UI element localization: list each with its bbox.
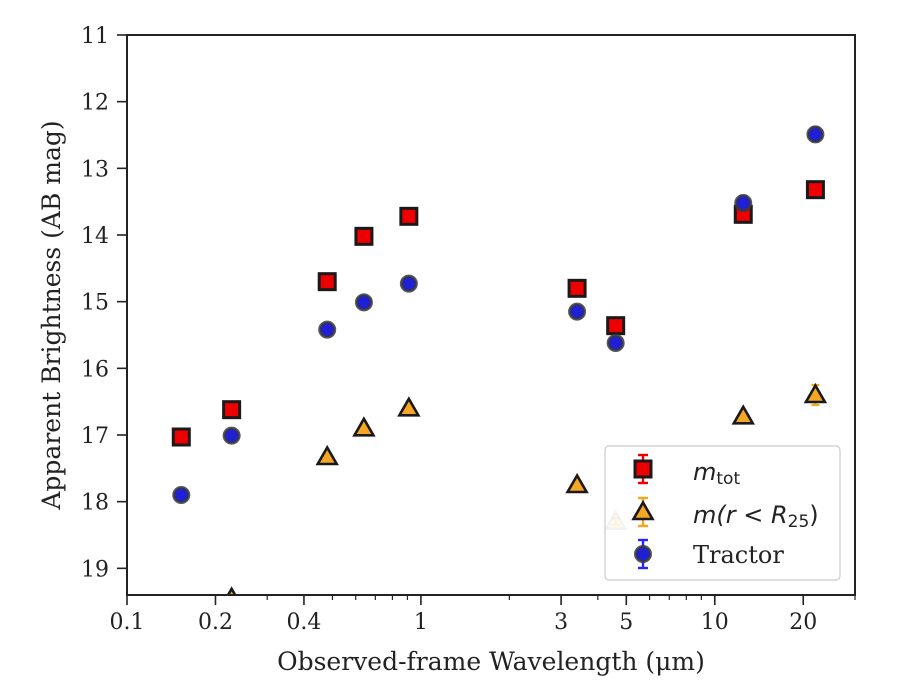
data-point-square bbox=[354, 226, 374, 246]
data-point-circle bbox=[606, 334, 625, 352]
data-point-square bbox=[399, 206, 419, 226]
x-tick-label: 20 bbox=[789, 610, 817, 635]
data-point-circle bbox=[568, 302, 587, 321]
legend-label-mtot: mtot bbox=[693, 458, 740, 489]
legend-marker-square bbox=[633, 459, 653, 479]
legend-item-tractor bbox=[634, 538, 652, 570]
x-tick-label: 3 bbox=[554, 610, 568, 635]
data-points bbox=[171, 125, 828, 595]
plot-frame bbox=[126, 34, 856, 596]
legend-label-tractor: Tractor bbox=[693, 541, 784, 569]
x-tick-label: 0.2 bbox=[198, 610, 233, 635]
data-point-triangle bbox=[565, 472, 589, 494]
y-tick-label: 15 bbox=[81, 291, 109, 316]
y-tick-label: 14 bbox=[81, 224, 109, 249]
data-point-circle bbox=[318, 320, 337, 339]
data-point-triangle bbox=[352, 416, 376, 437]
legend-marker-triangle bbox=[631, 499, 655, 521]
y-tick-label: 17 bbox=[81, 424, 109, 449]
y-tick-label: 18 bbox=[81, 491, 109, 516]
y-tick-label: 12 bbox=[81, 91, 109, 116]
series-circle bbox=[172, 125, 825, 504]
y-tick-label: 11 bbox=[81, 24, 109, 49]
x-axis-label: Observed-frame Wavelength (μm) bbox=[277, 647, 705, 676]
x-tick-label: 5 bbox=[619, 610, 633, 635]
data-point-circle bbox=[806, 125, 825, 144]
y-axis-label: Apparent Brightness (AB mag) bbox=[37, 120, 66, 510]
data-point-square bbox=[606, 316, 626, 336]
legend-box bbox=[604, 445, 841, 581]
legend-item-m-r25 bbox=[631, 496, 655, 528]
data-point-triangle bbox=[731, 404, 756, 425]
legend-marker-circle bbox=[634, 545, 652, 563]
data-point-circle bbox=[399, 274, 418, 293]
legend: mtot m(r < R25) Tractor bbox=[604, 445, 841, 581]
data-point-circle bbox=[222, 426, 241, 445]
data-point-square bbox=[222, 400, 242, 420]
x-tick-label: 0.1 bbox=[110, 610, 145, 635]
data-point-circle bbox=[172, 486, 191, 504]
y-tick-label: 13 bbox=[81, 157, 109, 182]
data-point-triangle bbox=[397, 396, 421, 417]
data-point-square bbox=[171, 427, 191, 447]
data-point-square bbox=[805, 180, 825, 200]
x-tick-label: 0.4 bbox=[286, 610, 321, 635]
legend-label-m-r25: m(r < R25) bbox=[693, 501, 819, 532]
data-point-circle bbox=[354, 293, 373, 312]
legend-item-mtot bbox=[633, 453, 653, 485]
y-tick-label: 19 bbox=[81, 557, 109, 582]
series-triangle bbox=[226, 382, 828, 595]
x-tick-label: 10 bbox=[701, 610, 729, 635]
data-point-triangle bbox=[315, 444, 339, 466]
data-point-square bbox=[567, 278, 587, 298]
y-tick-label: 16 bbox=[81, 357, 109, 382]
x-tick-label: 1 bbox=[414, 610, 428, 635]
data-point-circle bbox=[734, 194, 753, 212]
data-point-square bbox=[317, 272, 337, 292]
data-point-triangle bbox=[226, 586, 237, 595]
data-point-triangle bbox=[803, 382, 828, 404]
